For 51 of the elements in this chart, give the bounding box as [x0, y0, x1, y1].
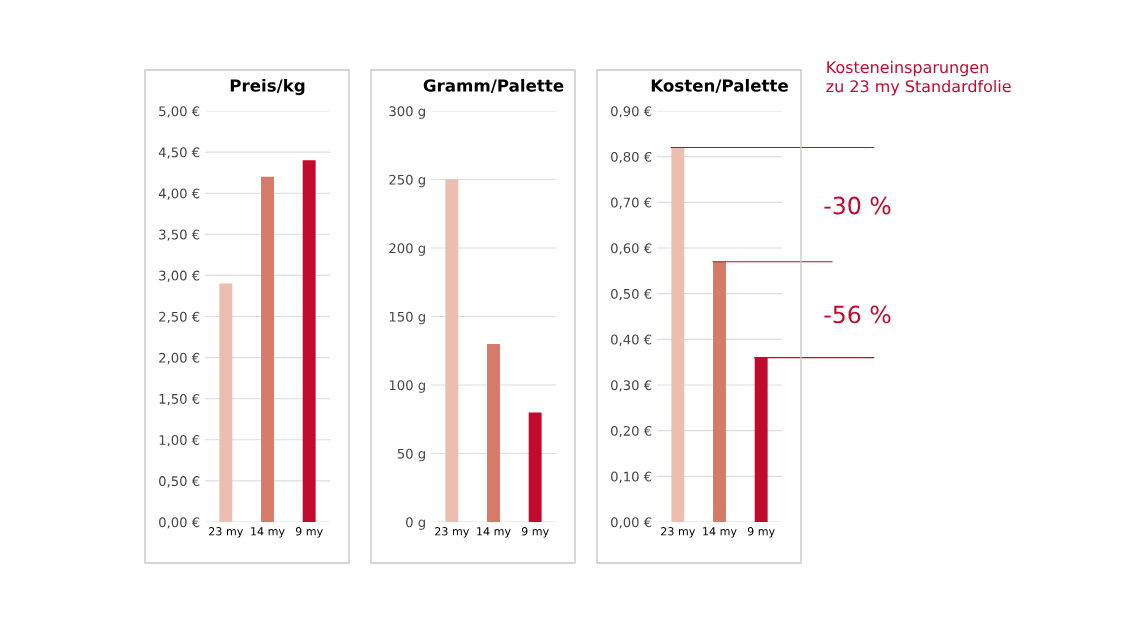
text: -30 % [824, 196, 891, 215]
bar [445, 179, 459, 522]
y-tick-label: 3,50 € [159, 229, 200, 241]
y-tick-label: 5,00 € [159, 106, 200, 118]
y-tick-label: 4,50 € [158, 147, 200, 159]
bar [261, 176, 274, 522]
y-tick-label: 1,50 € [159, 393, 200, 406]
y-tick-label: 100 g [389, 380, 425, 393]
y-tick-label: 200 g [389, 243, 425, 256]
x-tick-label: 14 my [251, 527, 285, 538]
y-tick-label: 0,90 € [611, 106, 652, 118]
y-tick-label: 3,00 € [159, 270, 200, 282]
y-tick-label: 0,10 € [611, 471, 652, 483]
x-tick-label: 9 my [295, 527, 323, 538]
bar [671, 147, 685, 522]
chart-title: Gramm/Palette [423, 78, 564, 94]
bar [219, 283, 233, 522]
y-tick-label: 2,00 € [159, 352, 200, 365]
x-tick-label: 9 my [747, 527, 775, 538]
bar [487, 343, 500, 522]
y-tick-label: 0,20 € [611, 425, 652, 438]
y-tick-label: 0,80 € [611, 151, 652, 164]
x-tick-label: 23 my [209, 527, 244, 538]
chart-title: Kosten/Palette [651, 78, 788, 94]
x-tick-label: 14 my [703, 527, 737, 538]
x-tick-label: 14 my [477, 527, 511, 538]
y-tick-label: 0,40 € [611, 334, 652, 346]
y-tick-label: 0,00 € [611, 517, 652, 529]
x-tick-label: 23 my [435, 527, 470, 538]
text: -56 % [824, 305, 891, 324]
y-tick-label: 0,30 € [611, 380, 652, 392]
x-tick-label: 23 my [661, 527, 696, 538]
y-tick-label: 150 g [389, 311, 425, 325]
bar [528, 412, 542, 522]
y-tick-label: 1,00 € [159, 435, 200, 447]
y-tick-label: 4,00 € [158, 188, 200, 200]
chart-title: Preis/kg [230, 78, 305, 96]
bar [713, 261, 726, 522]
y-tick-label: 0,60 € [611, 243, 652, 255]
y-tick-label: 50 g [397, 448, 425, 462]
bar [302, 160, 316, 522]
x-tick-label: 9 my [521, 527, 549, 538]
y-tick-label: 0,50 € [611, 288, 652, 301]
y-tick-label: 0,00 € [159, 517, 200, 529]
text: Kosteneinsparungen zu 23 my Standardfolie [826, 60, 1011, 96]
y-tick-label: 2,50 € [159, 311, 200, 324]
y-tick-label: 0,70 € [611, 197, 652, 209]
y-tick-label: 250 g [389, 174, 425, 188]
y-tick-label: 0 g [406, 517, 425, 530]
y-tick-label: 300 g [389, 106, 425, 119]
y-tick-label: 0,50 € [159, 476, 200, 488]
